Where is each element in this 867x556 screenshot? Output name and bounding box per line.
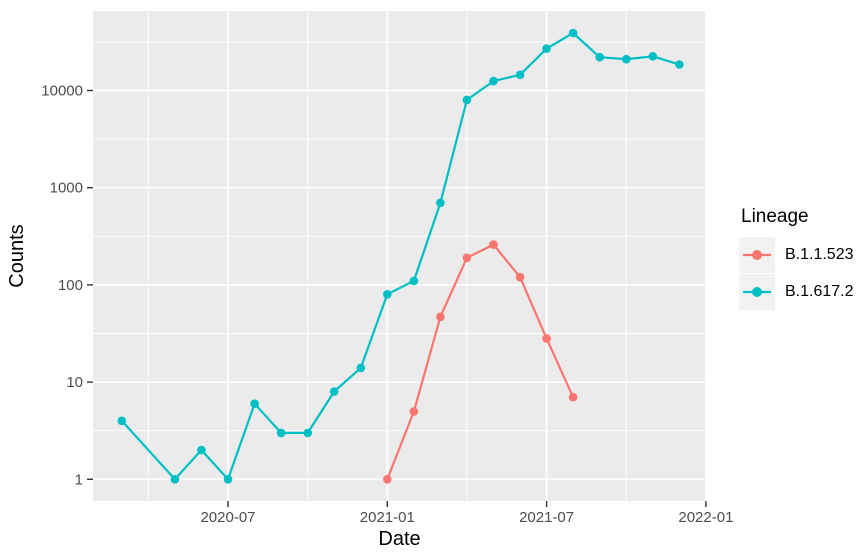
legend-entry: B.1.617.2 bbox=[739, 274, 854, 310]
y-tick-label: 1000 bbox=[50, 180, 83, 197]
y-tick-label: 100 bbox=[58, 277, 83, 294]
data-point-B.1.617.2 bbox=[170, 475, 180, 484]
legend: Lineage B.1.1.523 B.1.617.2 bbox=[739, 206, 854, 311]
x-tick-label: 2021-01 bbox=[360, 509, 415, 526]
legend-dot-icon bbox=[752, 250, 762, 260]
data-point-B.1.617.2 bbox=[409, 276, 419, 286]
data-point-B.1.617.2 bbox=[489, 76, 498, 86]
data-point-B.1.617.2 bbox=[276, 428, 286, 438]
x-tick-label: 2021-07 bbox=[519, 509, 574, 526]
data-point-B.1.617.2 bbox=[462, 95, 472, 105]
data-point-B.1.1.523 bbox=[542, 334, 551, 343]
data-point-B.1.1.523 bbox=[462, 253, 472, 263]
data-point-B.1.617.2 bbox=[197, 445, 206, 455]
data-point-B.1.1.523 bbox=[568, 392, 578, 402]
data-point-B.1.617.2 bbox=[515, 70, 525, 80]
data-point-B.1.1.523 bbox=[515, 272, 525, 282]
panel-background bbox=[93, 11, 706, 501]
data-point-B.1.617.2 bbox=[648, 52, 658, 61]
data-point-B.1.617.2 bbox=[675, 60, 684, 69]
data-point-B.1.617.2 bbox=[356, 363, 366, 373]
data-point-B.1.617.2 bbox=[303, 428, 313, 438]
data-point-B.1.617.2 bbox=[329, 387, 339, 396]
data-point-B.1.617.2 bbox=[595, 52, 604, 62]
data-point-B.1.617.2 bbox=[622, 54, 631, 64]
x-tick-label: 2020-07 bbox=[200, 509, 255, 526]
data-point-B.1.617.2 bbox=[568, 28, 578, 38]
y-tick-label: 1 bbox=[75, 471, 83, 488]
data-point-B.1.1.523 bbox=[436, 312, 445, 322]
data-point-B.1.617.2 bbox=[117, 416, 127, 426]
legend-entry-label: B.1.1.523 bbox=[785, 246, 854, 263]
legend-entry: B.1.1.523 bbox=[739, 237, 854, 273]
data-point-B.1.1.523 bbox=[409, 407, 419, 416]
data-point-B.1.617.2 bbox=[223, 475, 233, 484]
legend-entry-label: B.1.617.2 bbox=[785, 283, 854, 300]
data-point-B.1.617.2 bbox=[436, 198, 445, 208]
y-tick-label: 10000 bbox=[41, 83, 83, 100]
data-point-B.1.617.2 bbox=[542, 44, 551, 53]
x-tick-label: 2022-01 bbox=[678, 509, 733, 526]
data-point-B.1.1.523 bbox=[383, 475, 392, 484]
data-point-B.1.617.2 bbox=[250, 399, 259, 409]
y-tick-label: 10 bbox=[66, 374, 83, 391]
legend-dot-icon bbox=[752, 287, 762, 297]
series-line-B.1.1.523 bbox=[386, 243, 575, 480]
data-point-B.1.1.523 bbox=[489, 240, 498, 249]
legend-key-line-dot-icon bbox=[739, 274, 775, 310]
x-axis-title: Date bbox=[378, 528, 421, 550]
legend-title: Lineage bbox=[741, 206, 809, 227]
y-axis-title: Counts bbox=[6, 224, 28, 288]
legend-key-line-dot-icon bbox=[739, 237, 775, 273]
data-point-B.1.617.2 bbox=[383, 290, 392, 299]
